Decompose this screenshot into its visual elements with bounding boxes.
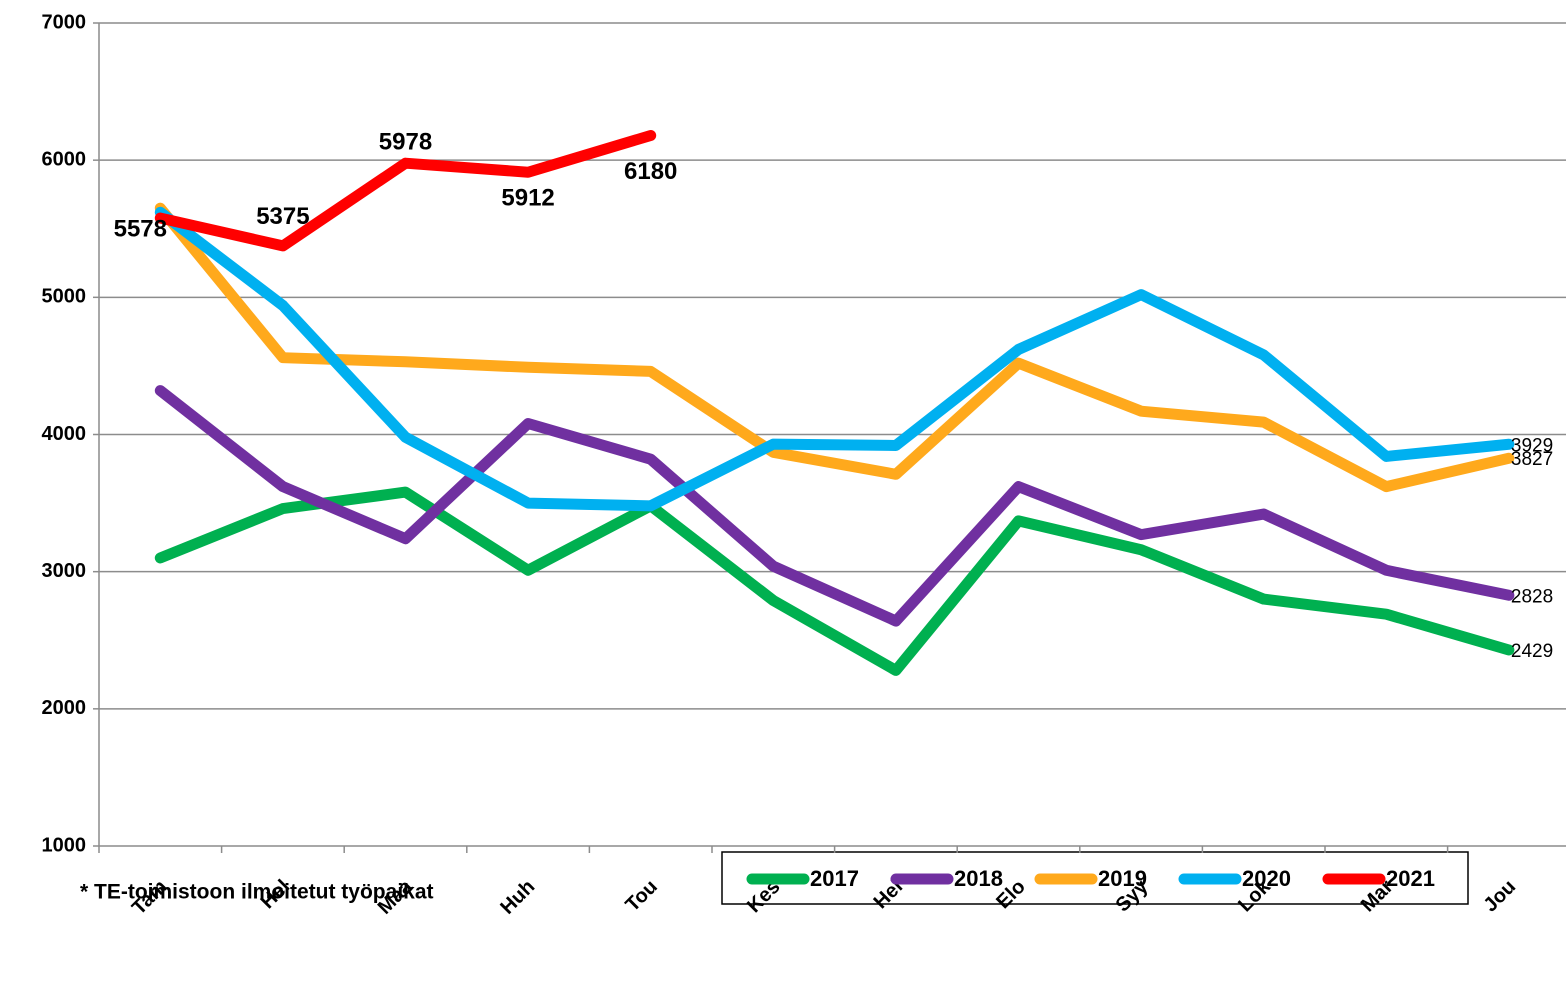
x-tick-label: Jou — [1479, 876, 1520, 917]
data-label: 3827 — [1511, 449, 1553, 470]
legend-label: 2021 — [1386, 866, 1435, 891]
data-label: 2429 — [1511, 641, 1553, 662]
series-line — [154, 202, 1515, 493]
x-tick-label: Tou — [622, 876, 662, 916]
legend-label: 2019 — [1098, 866, 1147, 891]
legend-label: 2018 — [954, 866, 1003, 891]
legend-label: 2017 — [810, 866, 859, 891]
data-label: 5978 — [379, 129, 432, 156]
series-line — [154, 129, 657, 252]
footnote: * TE-toimistoon ilmoitetut työpaikat — [80, 881, 434, 904]
data-label: 5578 — [114, 215, 167, 242]
data-label: 3929 — [1511, 435, 1553, 456]
series-line — [154, 385, 1515, 627]
data-label: 6180 — [624, 158, 677, 185]
data-label: 5912 — [501, 185, 554, 212]
y-tick-label: 7000 — [42, 11, 87, 33]
x-tick-label: Huh — [496, 876, 539, 919]
series-line — [154, 486, 1515, 676]
data-label: 2828 — [1511, 586, 1553, 607]
y-tick-label: 4000 — [42, 423, 87, 445]
legend-label: 2020 — [1242, 866, 1291, 891]
y-tick-label: 2000 — [42, 697, 87, 719]
data-label: 5375 — [256, 203, 309, 230]
y-tick-label: 1000 — [42, 834, 87, 856]
y-tick-label: 3000 — [42, 560, 87, 582]
series-line — [154, 206, 1515, 512]
y-tick-label: 6000 — [42, 148, 87, 170]
y-tick-label: 5000 — [42, 286, 87, 308]
